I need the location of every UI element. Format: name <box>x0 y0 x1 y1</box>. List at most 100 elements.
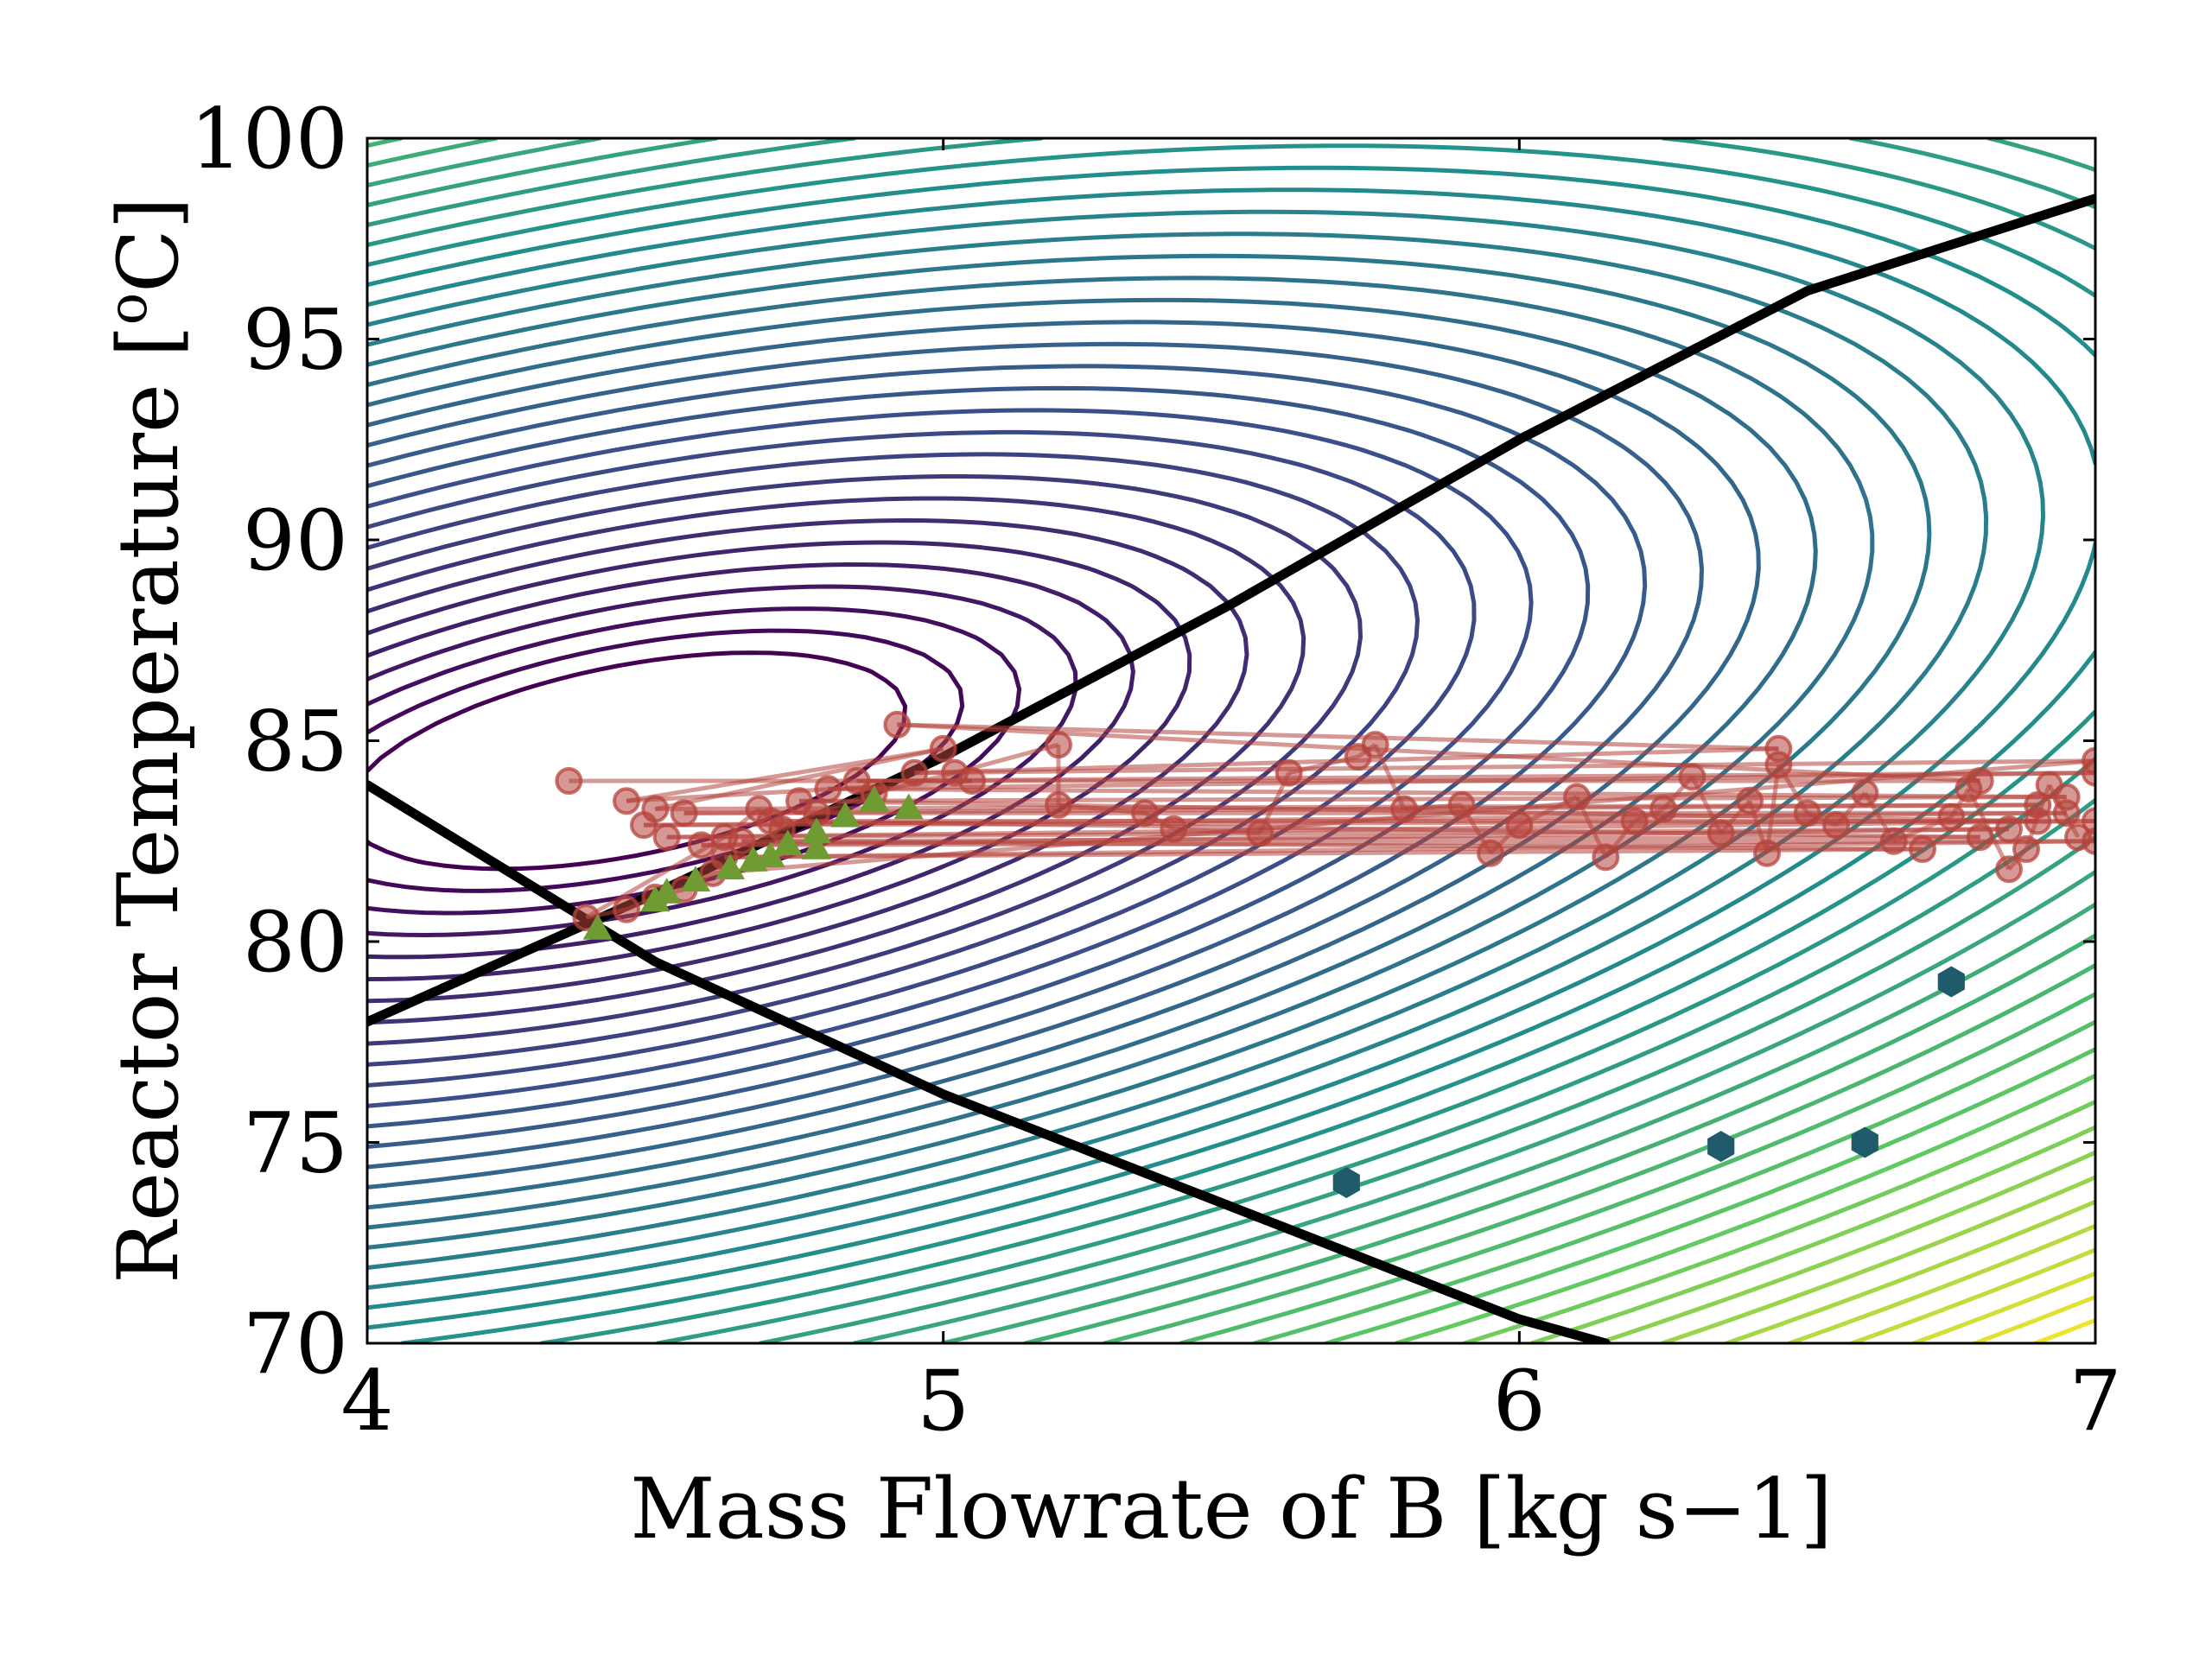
y-tick-label: 100 <box>190 91 348 187</box>
y-tick-label: 90 <box>243 492 348 589</box>
x-tick-label: 6 <box>1493 1353 1546 1449</box>
data-point-circle <box>1822 811 1850 840</box>
contour-level <box>367 209 2045 1291</box>
contour-level <box>1394 1073 2095 1343</box>
data-point-circle <box>1274 758 1303 787</box>
y-axis-label-degree: o <box>96 293 159 325</box>
data-point-circle <box>745 795 773 823</box>
contour-level <box>367 341 1704 1170</box>
trajectory-segment <box>1058 802 1146 815</box>
data-point-circle <box>883 710 912 739</box>
y-tick-label: 75 <box>243 1095 348 1192</box>
data-point-circle <box>1361 731 1389 759</box>
data-point-circle <box>941 758 969 787</box>
data-point-circle <box>687 831 715 860</box>
contour-level <box>367 187 2095 1310</box>
y-tick-label: 95 <box>243 292 348 389</box>
contour-level <box>1102 963 2095 1343</box>
data-point-circle <box>1793 799 1821 828</box>
data-point-hexagon <box>1707 1131 1735 1163</box>
data-point-circle <box>900 758 929 787</box>
contour-level <box>367 385 1591 1129</box>
contour-level <box>1252 1019 2095 1343</box>
data-point-circle <box>1505 811 1534 840</box>
x-tick-label: 7 <box>2069 1353 2121 1449</box>
data-point-triangle <box>755 841 785 868</box>
contour-level <box>1911 1271 2095 1343</box>
data-point-circle <box>2012 835 2040 864</box>
data-point-circle <box>1966 823 1994 852</box>
data-point-triangle <box>582 914 613 940</box>
contour-level <box>367 165 2095 1330</box>
data-point-triangle <box>652 878 682 904</box>
data-point-circle <box>1447 790 1476 819</box>
contour-level <box>367 138 2095 1343</box>
contour-level <box>367 138 2095 1343</box>
data-point-circle <box>1955 775 1983 803</box>
y-tick-label: 70 <box>243 1296 348 1392</box>
contour-level <box>1660 1175 2095 1343</box>
data-point-circle <box>710 823 739 852</box>
data-point-circle <box>1477 839 1504 867</box>
trajectory-segment <box>770 819 1980 840</box>
data-point-circle <box>2082 746 2095 775</box>
data-point-circle <box>814 775 842 803</box>
data-point-triangle <box>680 866 711 891</box>
data-point-circle <box>1753 839 1781 867</box>
ticks-layer: 4 5 6 7 70 75 80 85 90 95 100 <box>190 91 2122 1449</box>
data-point-circle <box>1592 843 1620 872</box>
trajectory-segment <box>897 722 1980 783</box>
data-point-circle <box>670 799 698 828</box>
data-point-hexagon <box>1332 1167 1360 1198</box>
y-tick-label: 85 <box>243 694 348 790</box>
y-tick-label: 80 <box>243 894 348 991</box>
data-point-circle <box>929 734 957 763</box>
data-point-circle <box>613 895 640 923</box>
data-point-triangle <box>830 801 861 828</box>
data-point-triangle <box>859 785 889 811</box>
data-point-circle <box>630 811 658 840</box>
contour-level <box>367 408 1534 1108</box>
contour-level <box>367 429 1477 1088</box>
data-point-circle <box>2064 823 2092 852</box>
trajectory-segment <box>1764 764 1781 854</box>
data-point-hexagon <box>1851 1126 1878 1158</box>
trajectory-segment <box>914 758 2095 776</box>
x-axis-label: Mass Flowrate of B [kg s−1] <box>630 1461 1833 1557</box>
contour-level <box>367 138 2095 1343</box>
y-axis-label-unit: C] <box>100 197 197 293</box>
y-axis-label: Reactor Temperature [oC] <box>96 197 198 1284</box>
data-point-circle <box>1131 799 1159 828</box>
data-point-triangle <box>801 834 832 860</box>
data-point-circle <box>1764 751 1793 779</box>
x-tick-label: 5 <box>917 1353 969 1449</box>
trajectory-segment <box>897 722 1779 752</box>
data-point-circle <box>1937 802 1966 831</box>
contour-level <box>1849 1247 2095 1343</box>
contour-level <box>2033 1317 2095 1343</box>
data-point-circle <box>1851 778 1879 807</box>
x-tick-label: 4 <box>340 1353 393 1449</box>
contour-level <box>1972 1294 2095 1343</box>
data-point-circle <box>1246 819 1274 847</box>
data-point-triangle <box>893 793 924 820</box>
data-point-circle <box>1995 855 2023 884</box>
data-point-circle <box>1909 835 1936 864</box>
trajectory-segment <box>741 834 1980 844</box>
data-point-circle <box>2024 807 2052 835</box>
contour-layer <box>367 138 2095 1343</box>
data-point-circle <box>1995 815 2023 843</box>
contour-level <box>367 138 2095 1343</box>
data-point-circle <box>1620 807 1649 835</box>
data-point-circle <box>1707 819 1735 847</box>
data-point-circle <box>652 823 681 852</box>
data-point-circle <box>1390 795 1418 823</box>
data-point-triangle <box>715 853 746 879</box>
y-axis-label-main: Reactor Temperature [ <box>100 325 197 1284</box>
data-point-hexagon <box>1937 966 1965 998</box>
contour-level <box>1787 1223 2095 1343</box>
trajectory-segment <box>1173 827 1261 835</box>
data-point-triangle <box>801 817 832 844</box>
data-point-circle <box>1160 815 1188 843</box>
